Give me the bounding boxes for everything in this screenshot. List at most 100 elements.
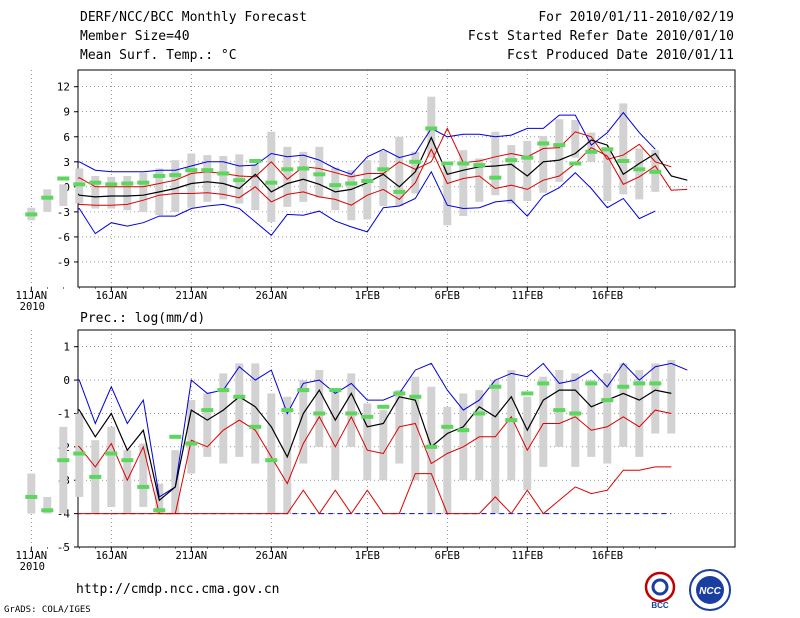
panel2-observed-marker [105, 451, 118, 456]
member-size: Member Size=40 [80, 29, 190, 44]
panel2-range-bar [539, 376, 548, 467]
panel2-range-bar [619, 363, 628, 447]
panel1-observed-marker [489, 175, 502, 180]
panel2-observed-marker [185, 441, 198, 446]
panel1-range-bar [379, 150, 388, 207]
forecast-period: For 2010/01/11-2010/02/19 [538, 10, 734, 25]
panel2-observed-marker [201, 408, 214, 413]
panel2-observed-marker [41, 508, 54, 513]
panel2-range-bar [491, 380, 500, 514]
panel1-observed-marker [297, 166, 310, 171]
start-date: Fcst Started Refer Date 2010/01/10 [467, 29, 734, 44]
produced-date: Fcst Produced Date 2010/01/11 [507, 48, 734, 63]
panel1-ytick-label: 12 [57, 81, 70, 94]
panel1-observed-marker [89, 180, 102, 185]
panel1-observed-marker [57, 176, 70, 181]
panel2-range-bar [187, 400, 196, 474]
panel2-p90-line [78, 409, 672, 515]
panel1-xtick-label: 6FEB [435, 290, 460, 302]
panel1-min-line [78, 170, 656, 237]
panel2-range-bar [667, 360, 676, 434]
panel1-range-bar [555, 119, 564, 182]
panel1-range-bar [59, 184, 68, 207]
panel2-ytick-label: 0 [63, 374, 70, 387]
panel2-xtick-label: 11JAN [15, 550, 47, 562]
bcc-logo: BCC [644, 571, 676, 610]
panel2-observed-marker [265, 458, 278, 463]
panel2-observed-marker [553, 408, 566, 413]
panel1-observed-marker [105, 182, 118, 187]
panel1-ytick-label: 6 [63, 131, 70, 144]
panel2-observed-marker [425, 444, 438, 449]
panel2-range-bar [315, 370, 324, 447]
panel2-range-bar [107, 426, 116, 507]
panel2-ytick-label: -1 [57, 407, 70, 420]
panel1-xtick-label: 26JAN [255, 290, 287, 302]
panel1-range-bar [283, 146, 292, 207]
panel2-observed-marker [457, 428, 470, 433]
panel2-mean-line [78, 388, 672, 502]
panel2-range-bar [139, 443, 148, 507]
panel1-range-bar [635, 148, 644, 200]
panel2-xtick-label: 1FEB [355, 550, 380, 562]
panel2-max-line [78, 362, 688, 498]
panel1-max-line [78, 111, 656, 175]
panel2-observed-marker [57, 458, 70, 463]
panel2-observed-marker [585, 381, 598, 386]
source-url[interactable]: http://cmdp.ncc.cma.gov.cn [76, 582, 280, 597]
panel2-range-bar [603, 373, 612, 464]
panel1-range-bar [395, 136, 404, 207]
panel1-ytick-label: 9 [63, 106, 70, 119]
panel2-range-bar [379, 410, 388, 481]
panel2-range-bar [347, 373, 356, 447]
panel1-p90-line [78, 127, 672, 188]
panel1-range-bar [443, 165, 452, 226]
panel2-observed-marker [649, 381, 662, 386]
panel1-observed-marker [569, 161, 582, 166]
panel1-range-bar [203, 155, 212, 202]
panel2-observed-marker [249, 424, 262, 429]
panel2-observed-marker [297, 388, 310, 393]
panel2-range-bar [251, 363, 260, 464]
panel2-observed-marker [313, 411, 326, 416]
panel1-range-bar [43, 189, 52, 212]
panel2-observed-marker [233, 394, 246, 399]
panel1-mean-line [78, 136, 688, 198]
panel1-range-bar [267, 131, 276, 222]
panel2-title: Prec.: log(mm/d) [80, 311, 205, 326]
panel2-observed-marker [441, 424, 454, 429]
panel2-observed-marker [25, 494, 38, 499]
panel2-observed-marker [169, 434, 182, 439]
panel2-xtick-label: 21JAN [175, 550, 207, 562]
panel1-observed-marker [377, 167, 390, 172]
panel1-range-bar [171, 160, 180, 212]
bcc-logo-ring [644, 571, 676, 603]
panel1-observed-marker [217, 171, 230, 176]
panel1-observed-marker [617, 158, 630, 163]
panel2-range-bar [411, 376, 420, 481]
panel1-ytick-label: -9 [57, 256, 70, 269]
panel1-observed-marker [553, 143, 566, 148]
panel1-range-bar [107, 176, 116, 209]
panel2-range-bar [459, 393, 468, 481]
panel2-range-bar [171, 450, 180, 514]
panel1-range-bar [315, 146, 324, 198]
panel2-observed-marker [329, 388, 342, 393]
panel2-observed-marker [521, 391, 534, 396]
panel1-range-bar [91, 175, 100, 209]
panel1-xtick-label: 21JAN [175, 290, 207, 302]
panel1-observed-marker [265, 180, 278, 185]
panel1-observed-marker [153, 173, 166, 178]
panel1-observed-marker [137, 180, 150, 185]
chart-title: DERF/NCC/BCC Monthly Forecast [80, 10, 307, 25]
panel2-observed-marker [505, 418, 518, 423]
panel1-observed-marker [409, 159, 422, 164]
panel1-observed-marker [201, 168, 214, 173]
panel1-range-bar [347, 170, 356, 221]
ncc-logo-globe [696, 576, 724, 604]
panel2-range-bar [651, 363, 660, 434]
panel1-range-bar [507, 145, 516, 204]
panel2-observed-marker [489, 384, 502, 389]
panel2-range-bar [587, 380, 596, 457]
